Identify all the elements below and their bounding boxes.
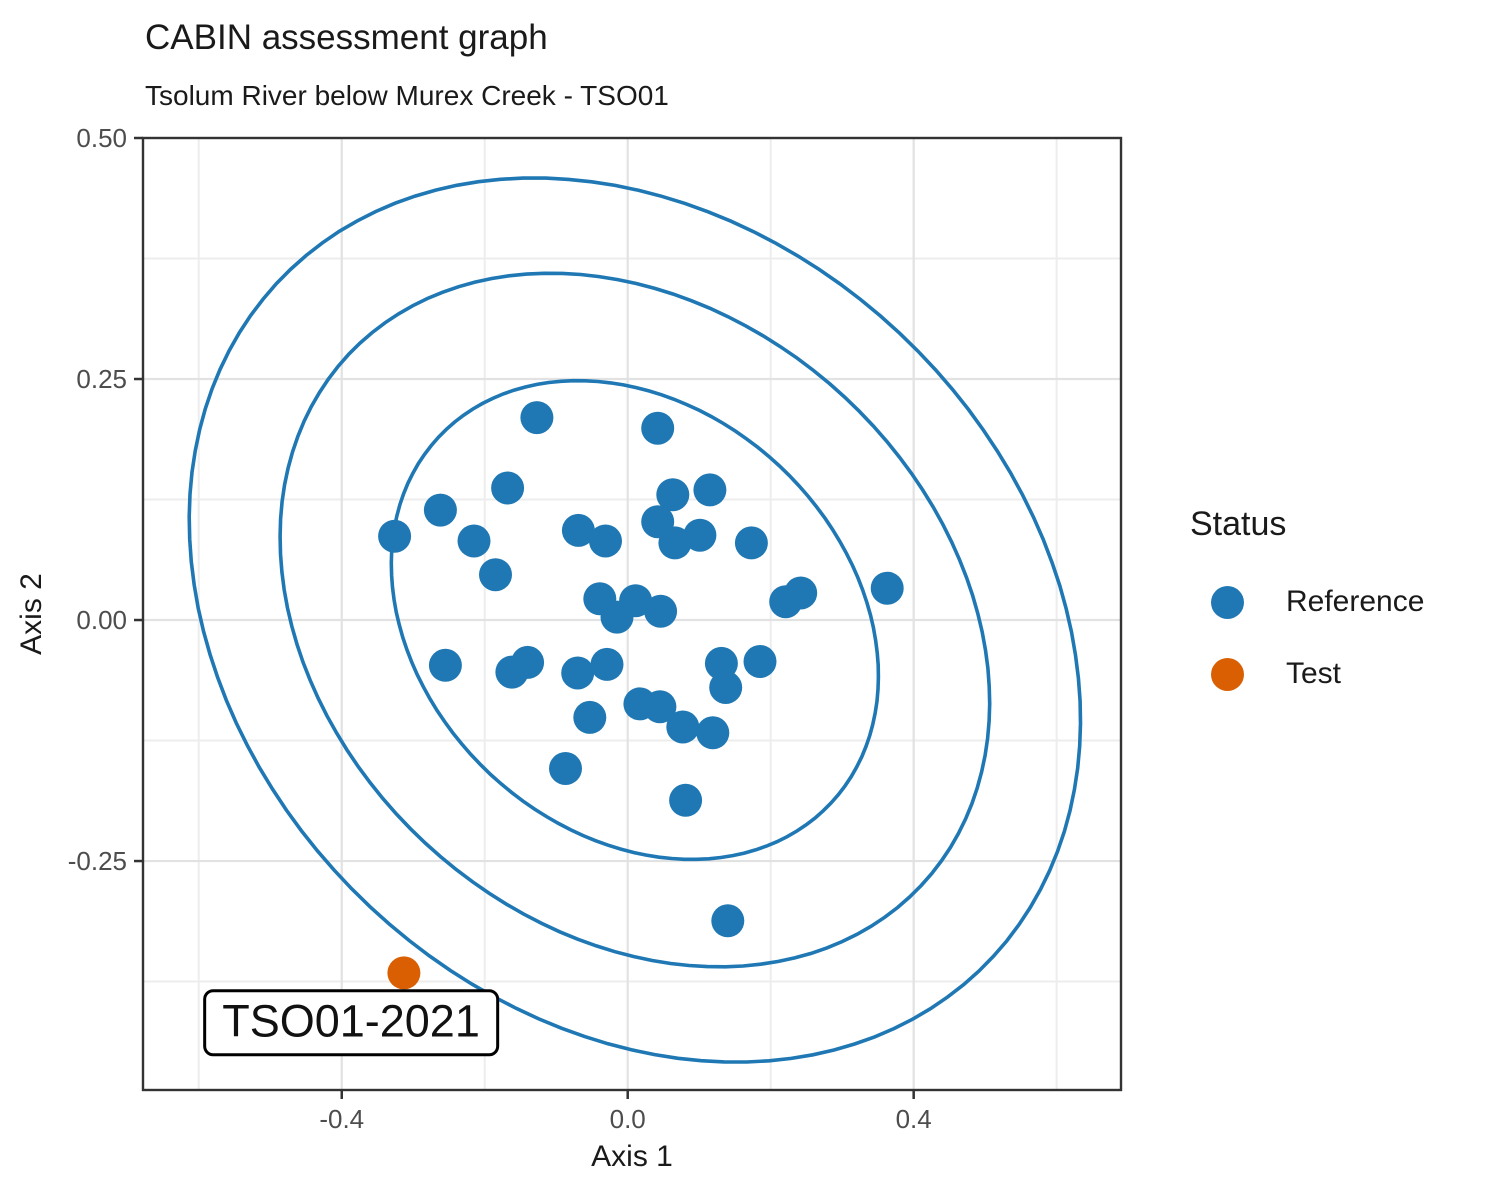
x-tick-label: 0.4 <box>896 1104 932 1134</box>
legend-item-reference: Reference <box>1190 566 1424 638</box>
reference-point <box>643 690 677 724</box>
y-tick-label: -0.25 <box>68 846 127 876</box>
reference-point <box>479 558 512 592</box>
reference-point <box>711 904 745 938</box>
reference-point <box>520 401 554 435</box>
legend-title: Status <box>1190 505 1287 543</box>
reference-point <box>693 473 727 507</box>
reference-point <box>666 710 700 744</box>
reference-point <box>784 576 818 610</box>
reference-point <box>590 647 624 681</box>
chart-title: CABIN assessment graph <box>145 18 548 57</box>
reference-point <box>683 518 717 552</box>
reference-point <box>561 513 595 547</box>
x-tick-label: 0.0 <box>610 1104 646 1134</box>
axis-ticks: -0.4 0.0 0.4 0.50 0.25 0.00 -0.25 <box>68 123 932 1134</box>
y-tick-label: 0.25 <box>76 364 127 394</box>
reference-point <box>573 700 607 734</box>
test-point-icon <box>1211 657 1244 691</box>
reference-point <box>734 526 768 560</box>
reference-point <box>589 524 622 558</box>
reference-point <box>549 752 582 785</box>
reference-point <box>641 411 675 445</box>
y-tick-label: 0.00 <box>76 605 127 635</box>
legend-item-test: Test <box>1190 638 1424 710</box>
y-axis-title: Axis 2 <box>15 573 48 655</box>
reference-point <box>870 571 904 605</box>
x-axis-title: Axis 1 <box>591 1140 673 1173</box>
reference-point <box>743 645 777 678</box>
reference-point <box>378 519 412 553</box>
reference-point <box>709 671 743 704</box>
confidence-ellipses <box>187 176 1083 1064</box>
reference-point <box>644 594 678 628</box>
y-tick-label: 0.50 <box>76 123 127 153</box>
outer-confidence-ellipse <box>187 176 1083 1064</box>
reference-point <box>658 526 692 560</box>
x-tick-label: -0.4 <box>319 1104 364 1134</box>
legend: Status Reference Test <box>1190 505 1424 710</box>
reference-point <box>669 783 703 817</box>
legend-label-reference: Reference <box>1286 585 1425 618</box>
reference-point <box>656 478 690 512</box>
reference-point <box>428 648 462 682</box>
reference-point-icon <box>1211 585 1244 619</box>
inner-confidence-ellipse <box>389 378 881 862</box>
data-points <box>378 401 904 990</box>
reference-point <box>619 584 653 618</box>
reference-point <box>696 716 730 750</box>
reference-point <box>491 471 525 505</box>
legend-label-test: Test <box>1286 657 1342 690</box>
reference-point <box>511 645 545 679</box>
middle-confidence-ellipse <box>278 271 992 969</box>
reference-point <box>423 493 457 527</box>
reference-point <box>457 524 491 558</box>
reference-point <box>561 656 595 690</box>
annotation-label: TSO01-2021 <box>203 989 499 1057</box>
chart-subtitle: Tsolum River below Murex Creek - TSO01 <box>145 80 669 111</box>
test-point <box>387 956 421 990</box>
panel-border <box>141 136 1123 1092</box>
